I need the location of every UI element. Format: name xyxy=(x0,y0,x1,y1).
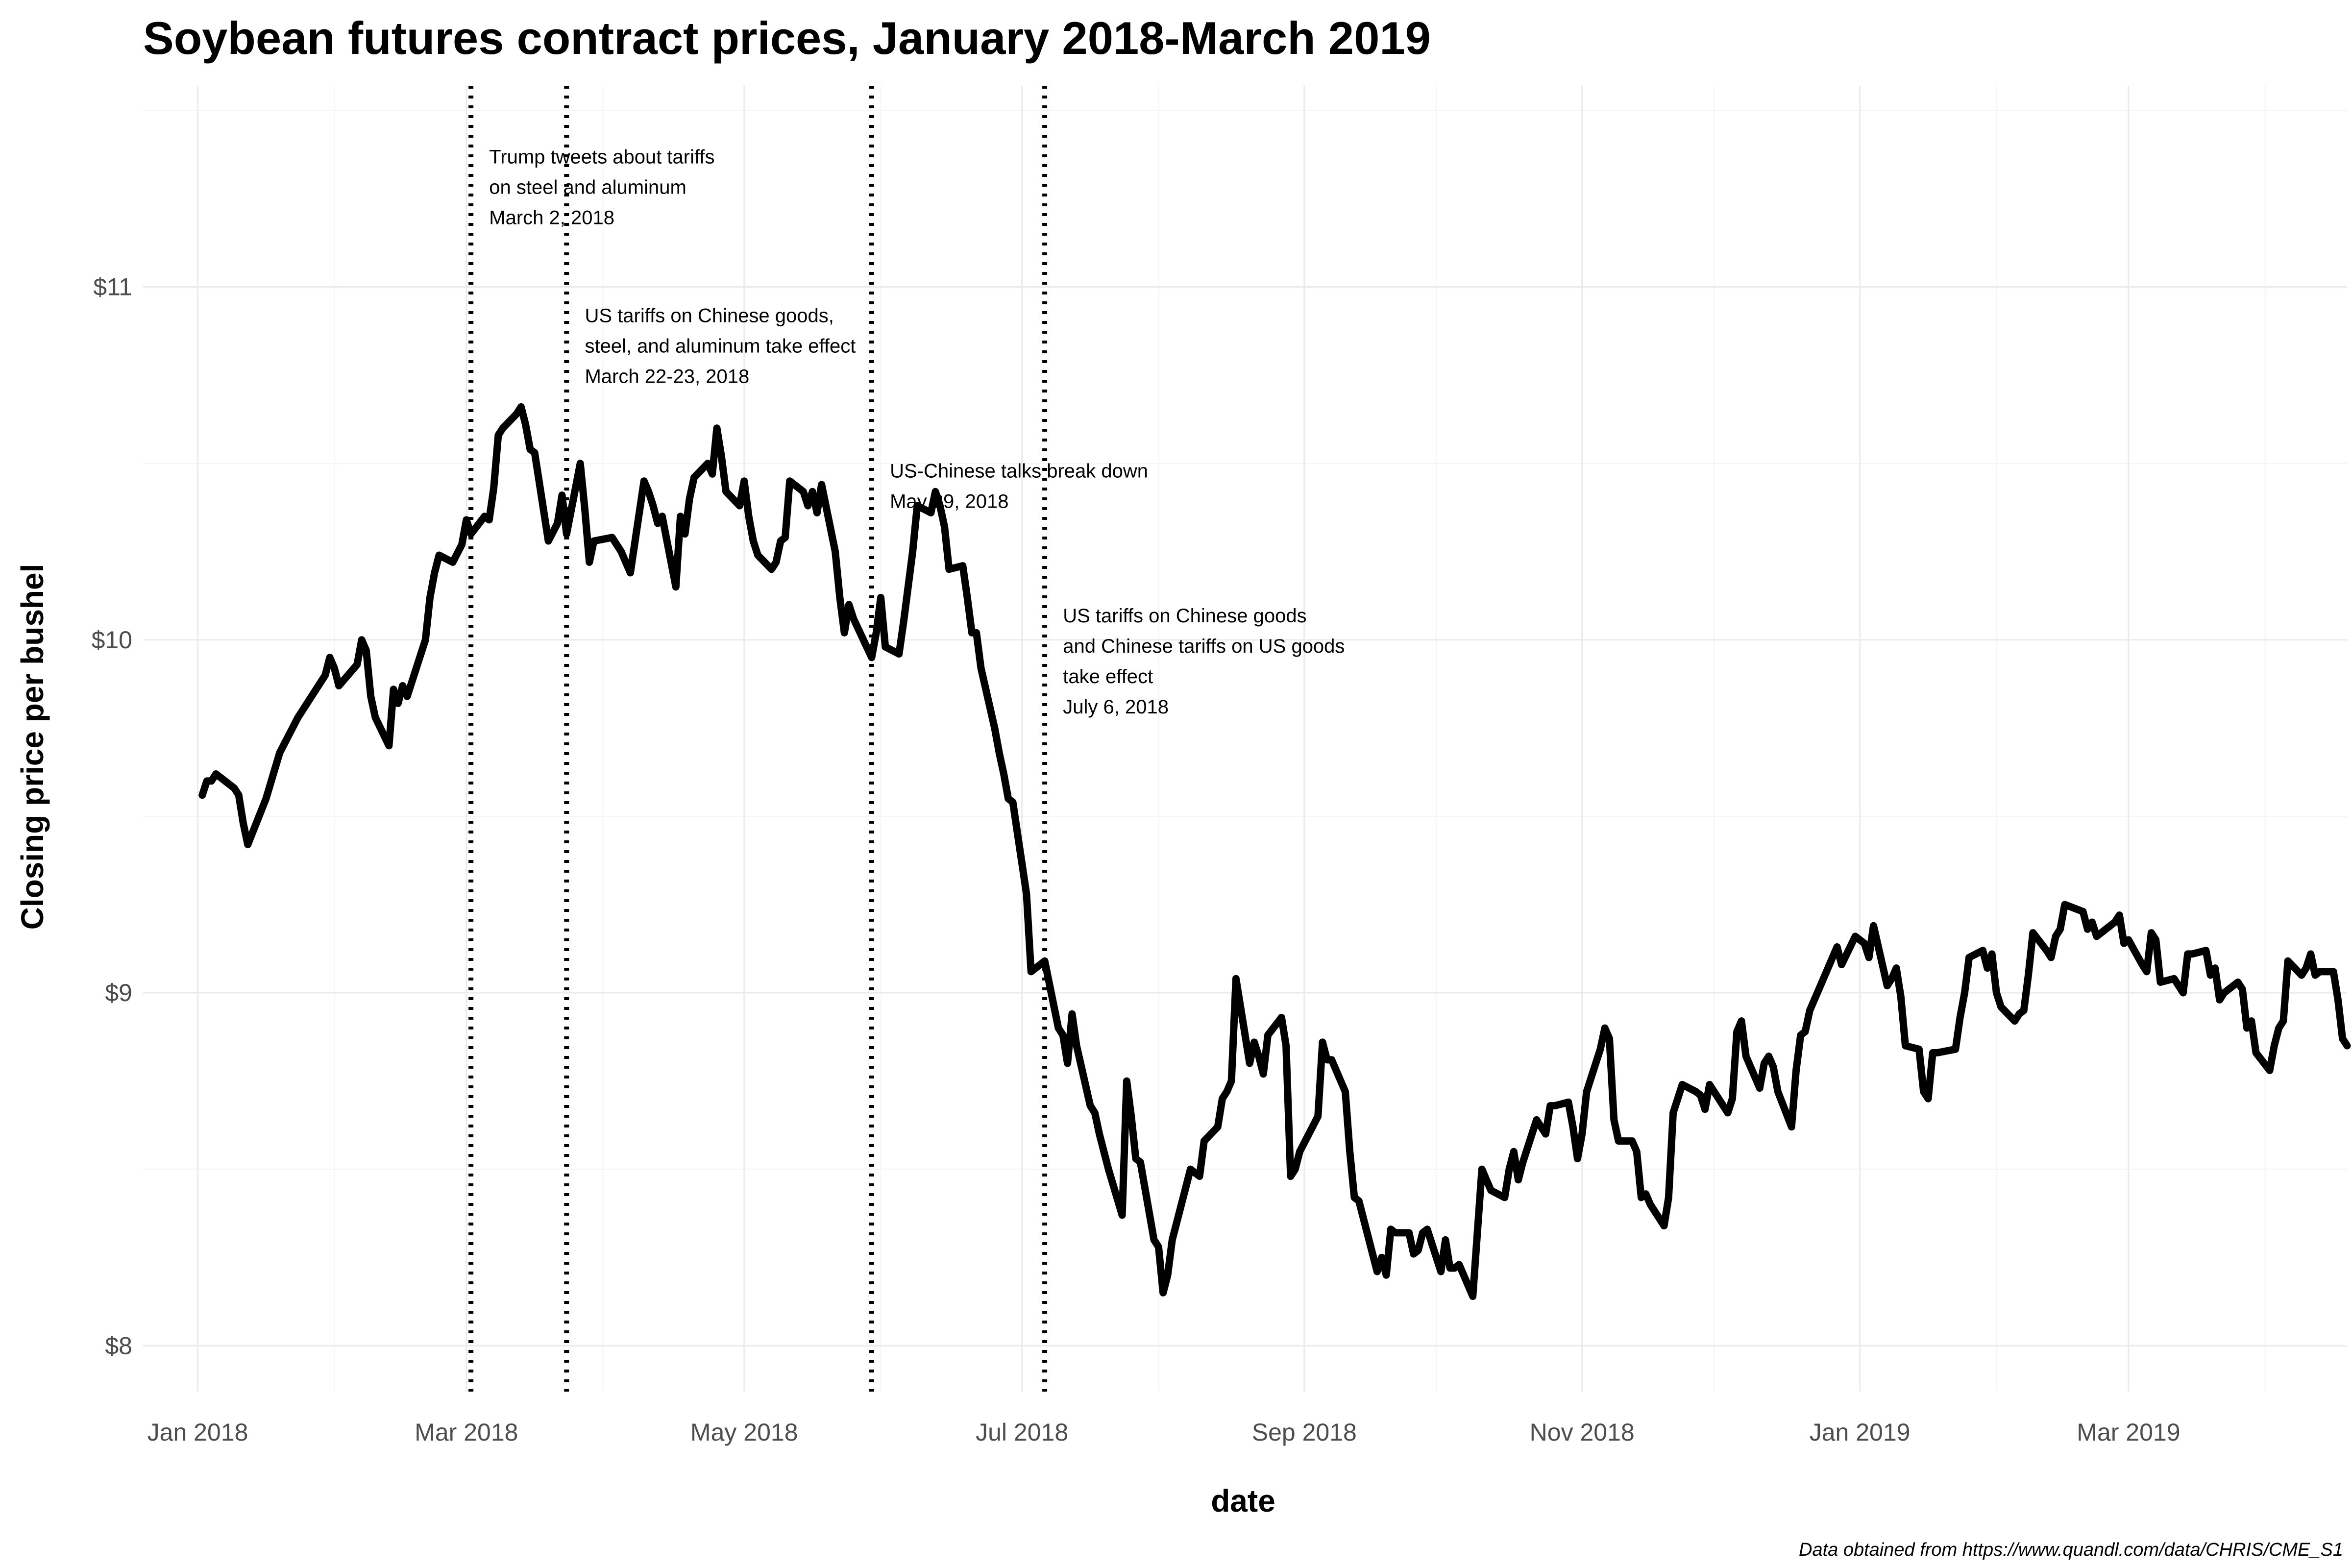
x-axis-title: date xyxy=(1211,1483,1275,1519)
y-tick-label: $9 xyxy=(105,979,132,1006)
x-tick-label: May 2018 xyxy=(690,1419,798,1446)
y-tick-label: $10 xyxy=(92,626,132,654)
y-tick-label: $11 xyxy=(93,273,132,301)
event-annotation-line: and Chinese tariffs on US goods xyxy=(1063,636,1345,657)
x-tick-label: Sep 2018 xyxy=(1252,1419,1357,1446)
event-annotation-line: March 2, 2018 xyxy=(489,207,614,228)
x-tick-label: Jan 2018 xyxy=(147,1419,248,1446)
chart-caption: Data obtained from https://www.quandl.co… xyxy=(1799,1540,2343,1560)
event-annotation-line: Trump tweets about tariffs xyxy=(489,146,714,168)
minor-gridlines xyxy=(143,86,2347,1392)
event-annotation-line: steel, and aluminum take effect xyxy=(585,336,856,357)
event-annotation-line: on steel and aluminum xyxy=(489,176,686,198)
event-markers: Trump tweets about tariffs on steel and a… xyxy=(468,86,1345,1392)
event-annotation-line: March 22-23, 2018 xyxy=(585,366,749,388)
major-gridlines xyxy=(143,86,2347,1392)
x-tick-label: Jul 2018 xyxy=(976,1419,1068,1446)
event-annotation-line: US tariffs on Chinese goods, xyxy=(585,305,833,327)
event-annotation-line: US tariffs on Chinese goods xyxy=(1063,605,1306,627)
y-tick-label: $8 xyxy=(105,1332,132,1359)
event-annotation-line: July 6, 2018 xyxy=(1063,696,1169,718)
x-tick-label: Nov 2018 xyxy=(1530,1419,1635,1446)
event-annotation-line: US-Chinese talks break down xyxy=(890,461,1148,482)
x-tick-label: Jan 2019 xyxy=(1810,1419,1911,1446)
series-line-soybean-price xyxy=(198,403,2351,1300)
event-annotation-line: take effect xyxy=(1063,666,1153,687)
x-axis-tick-labels: Jan 2018 Mar 2018 May 2018 Jul 2018 Sep 2018… xyxy=(147,1419,2180,1446)
chart-title: Soybean futures contract prices, January… xyxy=(143,12,1431,64)
y-axis-tick-labels: $8 $9 $10 $11 xyxy=(92,273,132,1360)
x-tick-label: Mar 2019 xyxy=(2077,1419,2180,1446)
y-axis-title: Closing price per bushel xyxy=(15,564,50,930)
x-tick-label: Mar 2018 xyxy=(415,1419,518,1446)
event-annotation-line: May 29, 2018 xyxy=(890,491,1008,513)
